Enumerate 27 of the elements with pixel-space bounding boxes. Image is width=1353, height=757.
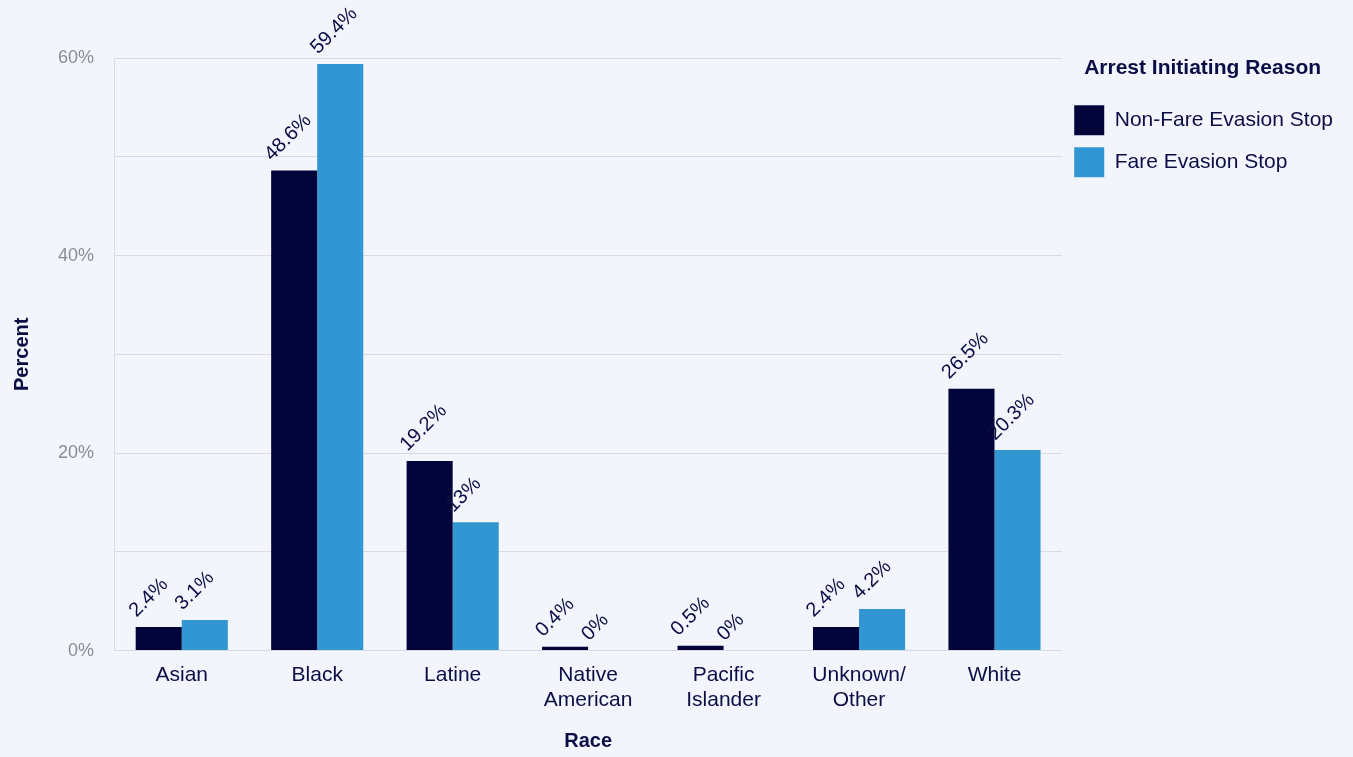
bar: [677, 645, 724, 651]
legend-title: Arrest Initiating Reason: [1084, 55, 1322, 79]
data-label: 0%: [576, 608, 613, 645]
y-tick-label: 60%: [58, 46, 95, 67]
bar: [271, 170, 318, 651]
y-axis-title: Percent: [9, 317, 32, 391]
bar: [452, 522, 499, 651]
bar: [135, 626, 182, 651]
y-tick-label: 0%: [68, 639, 95, 660]
x-tick-label: White: [967, 662, 1022, 685]
bar: [994, 450, 1041, 651]
bar: [181, 619, 228, 651]
legend-label: Fare Evasion Stop: [1114, 149, 1288, 172]
x-tick-label: Native American: [543, 662, 633, 711]
x-tick-label: Latine: [424, 662, 482, 685]
bar: [812, 626, 860, 651]
x-tick-label: Black: [291, 662, 344, 685]
bar: [317, 63, 364, 651]
x-axis-title: Race: [564, 728, 613, 751]
x-tick-label: Pacific Islander: [686, 662, 761, 711]
legend-label: Non-Fare Evasion Stop: [1114, 107, 1334, 130]
bar: [859, 609, 906, 651]
x-tick-label: Asian: [155, 662, 209, 685]
y-tick-label: 40%: [58, 244, 95, 265]
x-tick-label: Unknown/Other: [812, 662, 906, 711]
y-tick-label: 20%: [58, 442, 95, 463]
data-label: 0%: [711, 608, 748, 645]
